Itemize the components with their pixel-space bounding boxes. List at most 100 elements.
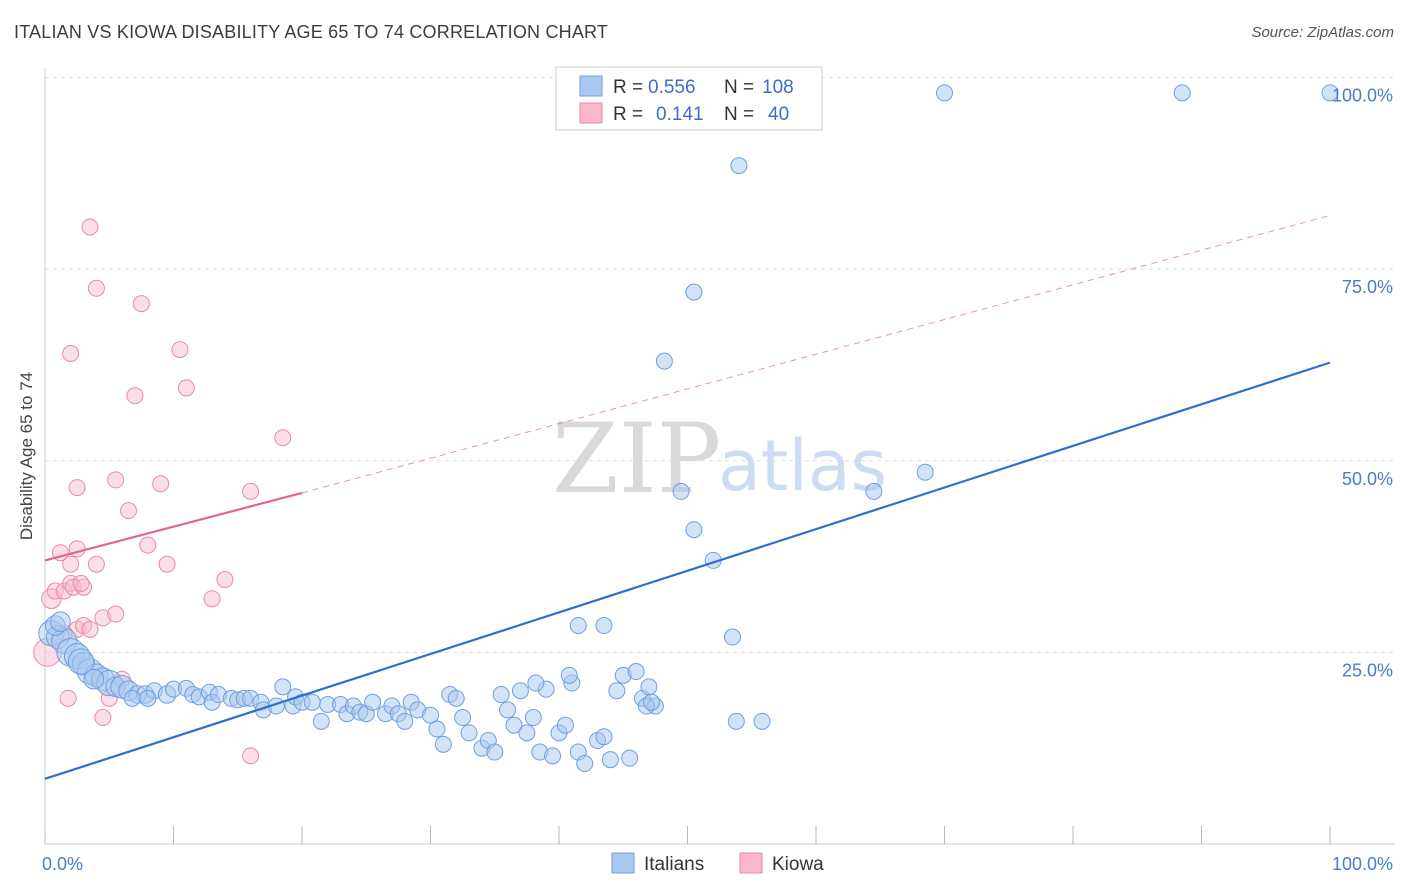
kiowa-point-28 [171,341,189,359]
italians-point-93 [727,712,745,730]
italians-point-50 [422,706,439,724]
gridlines [45,77,1395,653]
italians-point-107 [83,668,105,690]
kiowa-trendline-dashed [301,214,1331,494]
kiowa-point-25 [120,502,138,520]
italians-trendline [44,361,1331,780]
italians-point-75 [595,728,613,746]
italians-point-97 [685,283,703,301]
kiowa-point-2 [46,582,64,600]
kiowa-point-14 [81,620,99,638]
italians-point-54 [447,689,465,707]
italians-point-43 [364,693,382,711]
kiowa-point-26 [62,344,80,362]
kiowa-point-32 [158,555,176,573]
italians-points [38,84,1339,773]
kiowa-point-27 [132,295,150,313]
kiowa-point-8 [62,555,80,573]
italians-point-77 [608,682,626,700]
italians-point-65 [524,709,542,727]
kiowa-point-29 [152,475,170,493]
italians-point-52 [434,735,452,753]
kiowa-point-22 [81,218,99,236]
italians-point-79 [621,749,639,767]
italians-point-59 [486,743,504,761]
legend-n-label-1: N = [724,77,754,98]
kiowa-point-34 [203,590,221,608]
kiowa-point-9 [64,578,82,596]
italians-point-76 [601,751,619,769]
italians-point-95 [685,521,703,539]
italians-point-80 [627,663,645,681]
italians-point-35 [303,693,321,711]
italians-point-56 [460,724,478,742]
kiowa-point-24 [107,471,125,489]
italians-point-62 [505,716,523,734]
series-legend-italians: Italians [644,854,704,875]
watermark-atlas: atlas [718,425,887,507]
italians-point-106 [67,648,95,675]
y-tick-label-2: 75.0% [1342,277,1393,297]
italians-point-82 [640,678,658,696]
italians-point-63 [511,682,529,700]
italians-point-47 [396,712,414,730]
series-legend-swatch-italians [611,852,635,874]
kiowa-trendline [44,491,303,562]
series-legend-kiowa: Kiowa [772,854,824,875]
italians-point-102 [916,463,934,481]
correlation-legend: R = 0.556 N = 108 R = 0.141 N = 40 [555,66,823,131]
italians-point-36 [312,712,330,730]
legend-n-value-2: 40 [768,104,789,125]
italians-point-31 [274,678,292,696]
italians-point-70 [556,716,574,734]
trendlines [44,214,1331,780]
italians-point-89 [643,693,661,711]
kiowa-points [33,218,292,765]
chart-source: Source: ZipAtlas.com [1251,24,1394,41]
kiowa-point-37 [274,429,292,447]
italians-point-90 [672,482,690,500]
legend-r-value-1: 0.556 [648,77,696,98]
italians-point-105 [50,611,71,633]
italians-point-109 [139,689,157,707]
italians-point-98 [730,157,748,175]
watermark-zip: ZIP [552,403,721,515]
watermark: ZIP atlas [552,403,887,515]
legend-n-label-2: N = [724,104,754,125]
italians-point-92 [723,628,741,646]
legend-swatch-italians [579,75,603,97]
kiowa-point-18 [107,605,125,623]
italians-point-85 [595,617,613,635]
italians-point-68 [544,747,562,765]
kiowa-point-23 [87,279,105,297]
kiowa-point-36 [242,482,260,500]
italians-point-73 [576,755,594,773]
italians-point-84 [569,617,587,635]
y-tick-label-3: 100.0% [1332,86,1393,106]
legend-r-value-2: 0.141 [656,104,704,125]
italians-point-64 [518,724,536,742]
axes [44,68,1395,845]
legend-swatch-kiowa [579,102,603,124]
legend-r-label-2: R = [613,104,643,125]
tick-labels: 25.0% 50.0% 75.0% 100.0% 0.0% 100.0% [42,86,1393,875]
kiowa-point-38 [242,747,260,765]
italians-point-108 [123,689,141,707]
y-axis-label: Disability Age 65 to 74 [17,372,36,540]
italians-point-55 [454,709,472,727]
kiowa-point-16 [94,609,112,627]
kiowa-point-33 [177,379,195,397]
italians-point-101 [1321,84,1339,102]
kiowa-point-21 [72,574,90,592]
kiowa-point-39 [94,709,112,727]
x-tick-label-1: 100.0% [1332,854,1393,874]
italians-point-94 [753,712,771,730]
legend-r-label-1: R = [613,77,643,98]
y-tick-label-0: 25.0% [1342,660,1393,680]
chart-title: ITALIAN VS KIOWA DISABILITY AGE 65 TO 74… [14,22,609,42]
kiowa-point-30 [126,387,144,405]
italians-point-60 [492,686,510,704]
italians-point-99 [936,84,953,102]
italians-point-86 [560,666,578,684]
